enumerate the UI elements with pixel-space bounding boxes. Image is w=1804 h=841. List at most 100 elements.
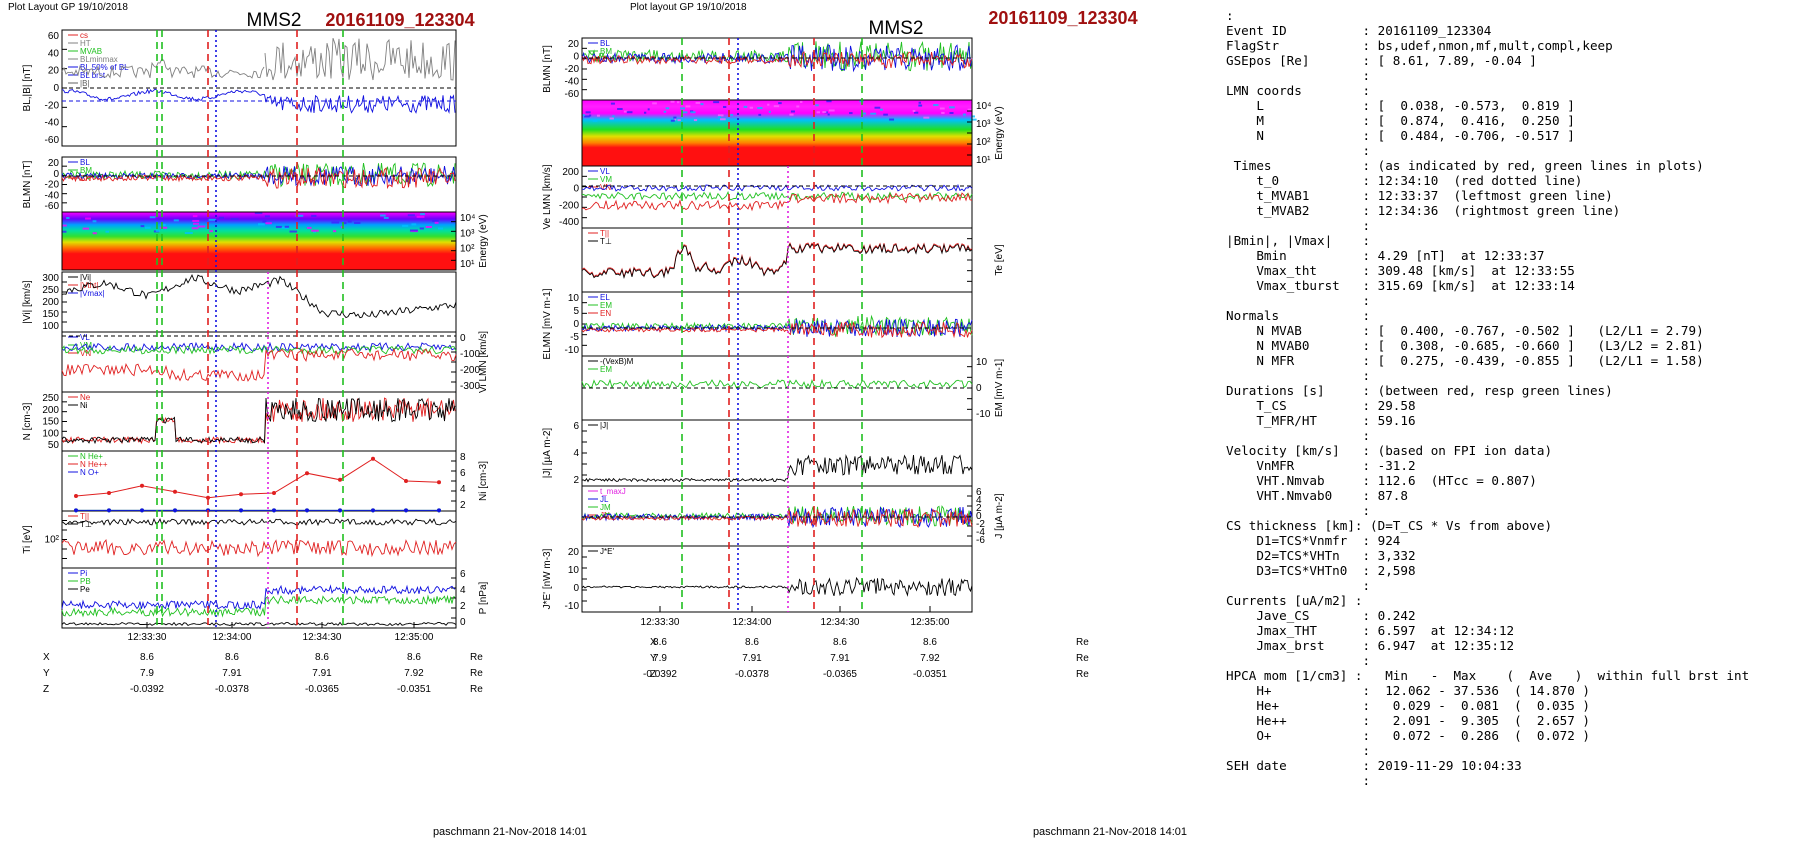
minor-ion-line <box>75 458 440 499</box>
ephem-value: 7.91 <box>312 668 332 679</box>
series-line <box>581 314 973 338</box>
spectrogram-speckle <box>306 226 312 229</box>
spectrogram-speckle <box>218 216 224 219</box>
y-tick-label: -40 <box>45 118 60 129</box>
y-axis-label: P [nPa] <box>478 581 489 614</box>
panel-a-title: MMS2 <box>247 10 302 31</box>
legend-item: T|| <box>80 512 89 521</box>
info-line: : <box>1362 368 1371 383</box>
y-tick-label: 10¹ <box>976 155 991 166</box>
spectrogram-speckle <box>262 220 267 223</box>
spectrogram-speckle <box>849 112 853 115</box>
spectrogram-speckle <box>949 106 955 109</box>
minor-ion-point <box>338 508 342 513</box>
y-axis-label: Vi LMN [km/s] <box>478 331 489 393</box>
y-tick-label: 4 <box>573 448 579 459</box>
panel-a-subplot: 8 6 4 2 Ni [cm-3] N He+N He++N O+ <box>61 450 489 512</box>
spectrogram-speckle <box>757 107 763 110</box>
spectrogram-speckle <box>828 109 835 112</box>
y-axis-label: Energy (eV) <box>994 106 1005 159</box>
legend-item: BL <box>600 39 610 48</box>
spectrogram-speckle <box>420 213 425 216</box>
spectrogram-speckle <box>105 230 110 233</box>
info-line: Jmax_THT : 6.597 at 12:34:12 <box>1256 623 1515 638</box>
spectrogram-speckle <box>617 108 623 111</box>
panel-b-header: Plot layout GP 19/10/2018 <box>630 2 747 13</box>
spectrogram-speckle <box>149 216 156 219</box>
spectrogram-speckle <box>912 109 916 112</box>
y-tick-label: 2 <box>573 475 579 486</box>
minor-ion-point <box>272 508 276 513</box>
y-tick-label: 10³ <box>976 119 991 130</box>
spectrogram-speckle <box>758 113 762 116</box>
series-line <box>61 274 457 319</box>
legend-item: T|| <box>600 229 609 238</box>
spectrogram-speckle <box>583 115 590 118</box>
spectrogram-speckle <box>918 104 923 107</box>
legend-item: Ni <box>80 401 88 410</box>
spectrogram-speckle <box>159 226 168 229</box>
minor-ion-point <box>74 494 78 498</box>
legend-item: BN <box>600 55 611 64</box>
info-line: L : [ 0.038, -0.573, 0.819 ] <box>1256 98 1575 113</box>
y-tick-label: 10⁴ <box>976 101 991 112</box>
spectrogram-speckle <box>281 226 289 229</box>
spectrogram-speckle <box>874 106 881 109</box>
info-line: Normals : <box>1226 308 1371 323</box>
y-tick-label: 10⁴ <box>460 213 475 224</box>
x-tick-label: 12:34:30 <box>821 617 860 628</box>
spectrogram-speckle <box>941 111 945 114</box>
info-line: O+ : 0.072 - 0.286 ( 0.072 ) <box>1256 728 1590 743</box>
series-line <box>61 166 456 190</box>
info-line: Durations [s] : (between red, resp green… <box>1226 383 1613 398</box>
legend-item: MVAB <box>80 47 102 56</box>
panel-b: Plot layout GP 19/10/2018 MMS2 20161109_… <box>542 2 1187 838</box>
info-line: Bmin : 4.29 [nT] at 12:33:37 <box>1256 248 1545 263</box>
spectrogram-speckle <box>585 111 591 114</box>
info-line: : <box>1362 68 1371 83</box>
series-line <box>581 321 973 339</box>
info-line: Jave_CS : 0.242 <box>1256 608 1416 623</box>
spectrogram-speckle <box>693 119 698 122</box>
y-tick-label: 20 <box>48 158 60 169</box>
legend-item: BL brst <box>80 71 106 80</box>
y-tick-label: -10 <box>976 409 991 420</box>
spectrogram-speckle <box>647 108 650 111</box>
spectrogram-speckle <box>652 102 657 105</box>
spectrogram-speckle <box>680 107 685 110</box>
spectrogram-speckle <box>383 216 389 219</box>
series-line <box>581 243 973 279</box>
y-tick-label: 0 <box>460 333 466 344</box>
spectrogram-speckle <box>411 223 417 226</box>
spectrogram-speckle <box>749 106 754 109</box>
spectrogram-speckle <box>193 222 200 225</box>
ephem-value: 7.92 <box>404 668 424 679</box>
panel-a: Plot Layout GP 19/10/2018 MMS2 20161109_… <box>8 2 587 838</box>
minor-ion-point <box>173 489 177 494</box>
series-line <box>61 517 457 527</box>
panel-frame <box>581 227 973 293</box>
info-line: N MVAB : [ 0.400, -0.767, -0.502 ] (L2/L… <box>1256 323 1704 338</box>
y-tick-label: -40 <box>565 77 580 88</box>
ion-spectrogram <box>62 212 456 270</box>
electron-spectrogram <box>582 100 972 166</box>
spectrogram-speckle <box>610 102 615 105</box>
ephem-value: 8.6 <box>833 637 847 648</box>
spectrogram-speckle <box>626 111 633 114</box>
legend-item: VM <box>600 175 612 184</box>
y-tick-label: 6 <box>460 569 466 580</box>
ephem-value: 7.92 <box>920 653 940 664</box>
spectrogram-speckle <box>768 110 771 113</box>
info-line: N MVAB0 : [ 0.308, -0.685, -0.660 ] (L3/… <box>1256 338 1704 353</box>
legend-item: VN <box>80 349 91 358</box>
info-line: VHT.Nmvab0 : 87.8 <box>1256 488 1408 503</box>
info-line: HPCA mom [1/cm3] : Min - Max ( Ave ) wit… <box>1226 668 1750 683</box>
spectrogram-speckle <box>889 118 895 121</box>
spectrogram-speckle <box>155 229 160 232</box>
legend-item: EM <box>600 365 612 374</box>
y-axis-label: ELMN [mV m-1] <box>542 288 553 359</box>
y-tick-label: 2 <box>460 601 466 612</box>
legend-item: VL <box>80 333 90 342</box>
y-tick-label: 4 <box>976 495 982 506</box>
